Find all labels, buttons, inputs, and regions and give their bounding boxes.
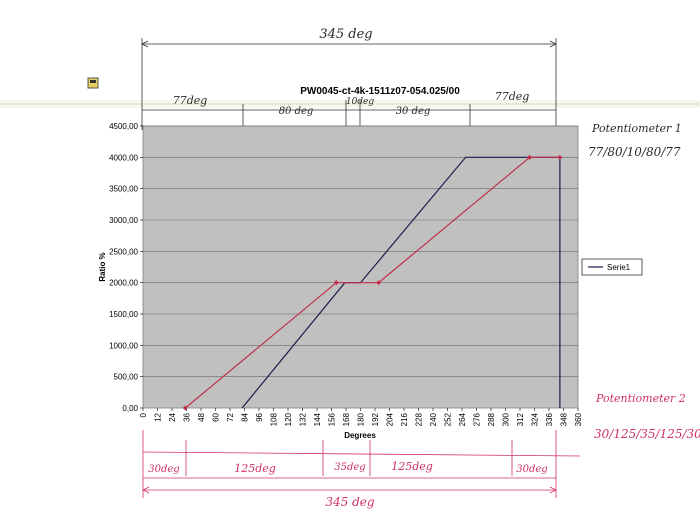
top-total-annotation: 345 deg bbox=[319, 27, 372, 42]
x-tick-label: 240 bbox=[429, 412, 438, 426]
x-tick-label: 12 bbox=[154, 412, 163, 421]
x-tick-label: 276 bbox=[473, 412, 482, 426]
x-tick-labels: 0 12 24 36 48 60 72 84 96 108 120 132 144 156 168 180 19… bbox=[139, 412, 583, 426]
y-tick-label: 0,00 bbox=[122, 404, 138, 413]
x-tick-label: 144 bbox=[313, 412, 322, 426]
x-tick-label: 312 bbox=[516, 412, 525, 426]
y-tick-label: 2500,00 bbox=[109, 247, 138, 256]
y-tick-label: 3500,00 bbox=[109, 185, 138, 194]
x-tick-label: 324 bbox=[531, 412, 540, 426]
y-tick-label: 2000,00 bbox=[109, 279, 138, 288]
x-tick-label: 192 bbox=[371, 412, 380, 426]
y-tick-labels: 0,00 500,00 1000,00 1500,00 2000,00 2500,00 30… bbox=[109, 122, 138, 413]
series-2-point bbox=[376, 280, 382, 286]
pot1-values: 77/80/10/80/77 bbox=[588, 145, 681, 159]
bottom-segment-3: 35deg bbox=[334, 462, 365, 473]
x-tick-label: 252 bbox=[444, 412, 453, 426]
x-tick-label: 168 bbox=[342, 412, 351, 426]
x-tick-label: 96 bbox=[255, 412, 264, 421]
x-tick-label: 72 bbox=[226, 412, 235, 421]
x-tick-label: 60 bbox=[212, 412, 221, 421]
x-tick-label: 0 bbox=[139, 412, 148, 417]
x-tick-label: 204 bbox=[386, 412, 395, 426]
series-2-point bbox=[557, 154, 563, 160]
x-tick-label: 228 bbox=[415, 412, 424, 426]
bottom-dimension-lines bbox=[142, 430, 581, 498]
series-2-point bbox=[527, 154, 533, 160]
top-segment-4: 30 deg bbox=[396, 106, 431, 117]
bottom-segment-2: 125deg bbox=[234, 462, 276, 475]
bottom-segment-1: 30deg bbox=[148, 464, 179, 475]
x-tick-label: 84 bbox=[241, 412, 250, 421]
bottom-segment-5: 30deg bbox=[516, 464, 547, 475]
plot-area bbox=[142, 125, 579, 409]
top-dimension-lines bbox=[141, 38, 557, 130]
stamp-icon bbox=[87, 77, 99, 89]
y-tick-label: 3000,00 bbox=[109, 216, 138, 225]
legend-entry-serie1: Serie1 bbox=[607, 263, 631, 272]
top-segment-3: 10deg bbox=[346, 97, 375, 107]
legend: Serie1 bbox=[581, 258, 643, 276]
x-tick-label: 156 bbox=[328, 412, 337, 426]
x-tick-label: 108 bbox=[270, 412, 279, 426]
series-2-point bbox=[333, 280, 339, 286]
x-tick-label: 336 bbox=[545, 412, 554, 426]
pot2-label: Potentiometer 2 bbox=[595, 392, 686, 405]
x-tick-label: 132 bbox=[299, 412, 308, 426]
y-tick-label: 1500,00 bbox=[109, 310, 138, 319]
x-tick-label: 288 bbox=[487, 412, 496, 426]
x-tick-label: 264 bbox=[458, 412, 467, 426]
x-tick-label: 348 bbox=[560, 412, 569, 426]
bottom-total-annotation: 345 deg bbox=[325, 495, 375, 509]
bottom-segment-4: 125deg bbox=[391, 460, 433, 473]
y-tick-label: 500,00 bbox=[114, 373, 139, 382]
pot1-label: Potentiometer 1 bbox=[591, 122, 682, 135]
y-tick-label: 1000,00 bbox=[109, 341, 138, 350]
x-tick-label: 48 bbox=[197, 412, 206, 421]
series-2-point bbox=[182, 405, 188, 411]
x-tick-label: 300 bbox=[502, 412, 511, 426]
x-tick-label: 36 bbox=[183, 412, 192, 421]
chart-title: PW0045-ct-4k-1511z07-054.025/00 bbox=[300, 86, 460, 97]
x-axis-label: Degrees bbox=[344, 431, 376, 440]
top-segment-1: 77deg bbox=[173, 94, 208, 107]
top-segment-2: 80 deg bbox=[279, 106, 314, 117]
x-tick-label: 360 bbox=[574, 412, 583, 426]
y-tick-label: 4500,00 bbox=[109, 122, 138, 131]
series-serie1-line bbox=[241, 156, 561, 409]
top-segment-5: 77deg bbox=[495, 90, 530, 103]
x-tick-label: 180 bbox=[357, 412, 366, 426]
pot2-values: 30/125/35/125/30 bbox=[594, 427, 700, 441]
x-tick-label: 120 bbox=[284, 412, 293, 426]
x-tick-label: 24 bbox=[168, 412, 177, 421]
series-layer bbox=[182, 154, 563, 411]
y-axis-label: Ratio % bbox=[98, 252, 107, 281]
y-tick-label: 4000,00 bbox=[109, 153, 138, 162]
x-tick-label: 216 bbox=[400, 412, 409, 426]
